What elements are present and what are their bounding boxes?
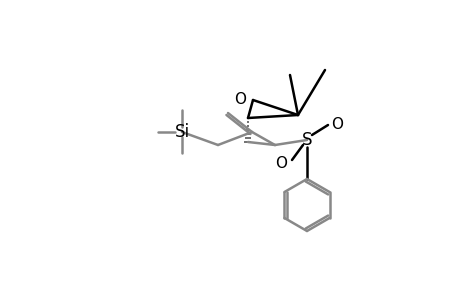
Text: Si: Si	[174, 123, 189, 141]
Text: O: O	[234, 92, 246, 106]
Text: S: S	[301, 131, 312, 149]
Text: O: O	[274, 155, 286, 170]
Text: O: O	[330, 116, 342, 131]
